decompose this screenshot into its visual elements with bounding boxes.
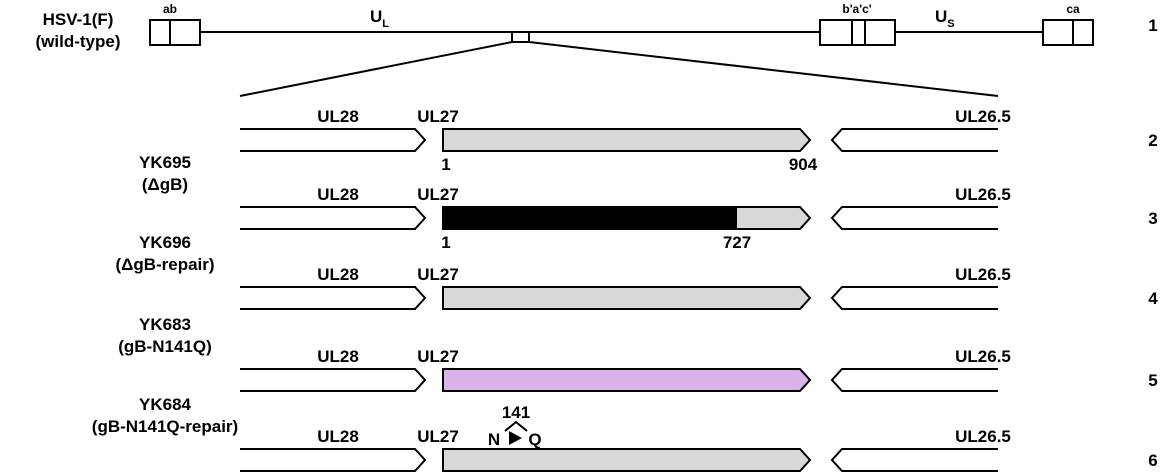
mutation-to-residue: Q — [528, 430, 541, 449]
gene-label-ul26-5: UL26.5 — [955, 347, 1011, 366]
row-number-5: 5 — [1148, 371, 1157, 390]
strain-name: YK695 — [139, 153, 191, 172]
genome-map: HSV-1(F) (wild-type) ab b'a'c' ca UL US … — [36, 2, 1158, 97]
ul-label: UL — [370, 7, 389, 30]
gene-label-ul27: UL27 — [417, 265, 459, 284]
ul28-arrow — [240, 128, 427, 152]
mutation-from-residue: N — [488, 430, 500, 449]
gene-label-ul27: UL27 — [417, 427, 459, 446]
repeat-ca: ca — [1042, 2, 1094, 46]
gene-label-ul28: UL28 — [317, 347, 359, 366]
ul27-arrow — [442, 128, 812, 152]
repeat-bac-label: b'a'c' — [842, 2, 871, 16]
ul26-5-arrow — [830, 368, 998, 392]
genome-name: HSV-1(F) — [43, 10, 114, 29]
end-coordinate: 904 — [789, 155, 818, 174]
kanr-cassette — [442, 206, 737, 230]
strain-name: YK683 — [139, 315, 191, 334]
strain-name: YK684 — [139, 395, 192, 414]
strain-description: (gB-N141Q-repair) — [92, 417, 238, 436]
ul28-arrow — [240, 368, 427, 392]
gene-label-ul27: UL27 — [417, 107, 459, 126]
zoom-line-right — [528, 41, 999, 97]
ul26-5-arrow — [830, 286, 998, 310]
strain-description: (gB-N141Q) — [118, 337, 212, 356]
gene-label-ul27: UL27 — [417, 185, 459, 204]
genome-subtitle: (wild-type) — [36, 32, 121, 51]
ul28-arrow — [240, 286, 427, 310]
ul26-5-arrow — [830, 206, 998, 230]
construct-row-4: YK696 (ΔgB-repair) UL28 UL27 UL26.5 4 — [115, 233, 1158, 310]
strain-description: (ΔgB) — [142, 175, 188, 194]
gene-label-ul26-5: UL26.5 — [955, 427, 1011, 446]
mutation-arrow-icon — [509, 431, 522, 445]
gene-label-ul28: UL28 — [317, 107, 359, 126]
ul28-arrow — [240, 206, 427, 230]
zoom-region-marker — [511, 31, 530, 43]
gene-label-ul26-5: UL26.5 — [955, 185, 1011, 204]
gene-label-ul28: UL28 — [317, 427, 359, 446]
ul26-5-arrow — [830, 128, 998, 152]
ul27-arrow — [442, 368, 812, 392]
construct-row-2: UL28 UL27 UL26.5 1 904 2 — [240, 107, 1158, 174]
row-number-6: 6 — [1148, 451, 1157, 470]
gene-label-ul27: UL27 — [417, 347, 459, 366]
mutation-position: 141 — [502, 403, 530, 422]
kanr-label: KanR — [450, 209, 494, 228]
zoom-line-left — [239, 41, 513, 97]
start-coordinate: 1 — [441, 155, 450, 174]
construct-row-6: YK684 (gB-N141Q-repair) UL28 UL27 UL26.5 141N… — [92, 395, 1158, 472]
repeat-bac: b'a'c' — [819, 2, 896, 46]
ul27-arrow — [442, 286, 812, 310]
gene-label-ul28: UL28 — [317, 265, 359, 284]
strain-description: (ΔgB-repair) — [115, 255, 214, 274]
ul26-5-arrow — [830, 448, 998, 472]
row-number-1: 1 — [1148, 16, 1157, 35]
end-coordinate: 727 — [723, 233, 751, 252]
us-label: US — [935, 7, 955, 30]
row-number-3: 3 — [1148, 209, 1157, 228]
repeat-ca-label: ca — [1066, 2, 1080, 16]
repeat-ab-label: ab — [163, 2, 177, 16]
repeat-ab: ab — [149, 2, 201, 46]
gene-label-ul26-5: UL26.5 — [955, 107, 1011, 126]
gene-label-ul28: UL28 — [317, 185, 359, 204]
row-number-4: 4 — [1148, 289, 1158, 308]
ul27-arrow — [442, 448, 812, 472]
row-number-2: 2 — [1148, 131, 1157, 150]
ul28-arrow — [240, 448, 427, 472]
start-coordinate: 1 — [441, 233, 450, 252]
strain-name: YK696 — [139, 233, 191, 252]
gene-label-ul26-5: UL26.5 — [955, 265, 1011, 284]
construct-row-5: YK683 (gB-N141Q) UL28 UL27 UL26.5 5 — [118, 315, 1158, 392]
mutation-caret — [504, 420, 528, 432]
